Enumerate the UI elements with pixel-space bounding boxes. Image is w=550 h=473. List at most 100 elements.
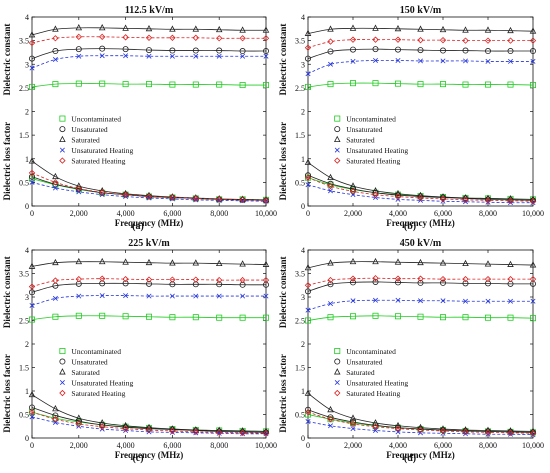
data-point: [52, 412, 59, 419]
x-tick-label: 4,000: [117, 441, 135, 450]
data-point: [28, 83, 35, 90]
data-point: [304, 288, 311, 295]
data-point: [216, 196, 223, 203]
data-point: [394, 425, 402, 432]
y-tick-label: 2: [25, 340, 29, 349]
series-line-loss: [307, 411, 534, 434]
data-point: [169, 81, 176, 88]
data-point: [530, 315, 537, 322]
data-point: [262, 35, 270, 42]
data-point: [394, 80, 401, 87]
series-line-constant: [307, 315, 534, 321]
data-point: [417, 194, 424, 202]
data-point: [76, 293, 82, 299]
data-point: [327, 48, 334, 55]
data-point: [216, 47, 223, 54]
data-point: [529, 27, 537, 34]
data-point: [394, 193, 402, 200]
y-tick-label: 1.5: [295, 131, 305, 140]
legend-marker: [334, 115, 341, 122]
data-point: [76, 53, 82, 59]
data-point: [485, 298, 491, 304]
x-tick-label: 0: [306, 441, 310, 450]
data-point: [305, 419, 311, 425]
data-point: [373, 297, 378, 303]
series-line-constant: [31, 55, 266, 69]
chart-panel-4: 0 2,000 4,000 6,000 8,000 10,000 0 0.5 1 1.5 2 2.5 3…: [278, 238, 544, 464]
data-point: [529, 37, 537, 44]
data-point: [122, 34, 129, 41]
y-tick-label: 0.5: [19, 411, 29, 420]
data-point: [146, 293, 152, 299]
data-point: [145, 81, 152, 88]
data-point: [192, 259, 200, 266]
data-point: [239, 196, 246, 204]
data-point: [216, 81, 223, 88]
data-point: [394, 279, 401, 286]
data-point: [440, 298, 446, 304]
data-point: [304, 83, 311, 90]
x-axis-label: Frequency (MHz): [386, 218, 455, 228]
data-point: [28, 173, 35, 180]
data-point: [304, 55, 311, 62]
data-point: [145, 313, 152, 320]
y-tick-label: 3: [25, 293, 29, 302]
data-point: [75, 80, 82, 87]
data-point: [122, 313, 129, 320]
data-point: [216, 428, 223, 435]
series-line-constant: [31, 48, 267, 59]
data-point: [99, 293, 105, 299]
data-point: [304, 263, 312, 271]
data-point: [372, 80, 379, 87]
data-point: [52, 35, 59, 42]
y-tick-label: 0: [25, 434, 29, 443]
data-point: [75, 257, 83, 265]
panel-title: 112.5 kV/m: [125, 5, 174, 16]
data-point: [463, 298, 468, 304]
data-point: [262, 197, 270, 204]
x-tick-label: 10,000: [522, 441, 544, 450]
series-line-loss: [31, 181, 267, 202]
data-point: [99, 312, 106, 319]
data-point: [508, 58, 513, 64]
data-point: [28, 39, 36, 47]
data-point: [529, 430, 537, 437]
data-point: [462, 26, 469, 33]
data-point: [192, 195, 199, 202]
data-point: [463, 58, 468, 64]
series-line-constant: [307, 281, 534, 292]
data-point: [169, 293, 175, 299]
data-point: [215, 426, 223, 433]
data-point: [28, 157, 36, 164]
data-point: [327, 314, 334, 321]
data-point: [169, 314, 176, 321]
data-point: [507, 48, 514, 55]
series-line-constant: [307, 277, 533, 286]
data-point: [349, 46, 356, 53]
series-line-loss: [307, 174, 534, 201]
data-point: [262, 429, 269, 436]
x-tick-label: 4,000: [389, 209, 407, 218]
data-point: [349, 414, 357, 421]
data-point: [52, 258, 59, 266]
x-tick-label: 2,000: [70, 441, 88, 450]
data-point: [123, 293, 129, 299]
data-point: [52, 81, 59, 88]
legend-marker: [59, 368, 66, 375]
data-point: [327, 281, 334, 288]
data-point: [28, 408, 36, 416]
data-point: [327, 259, 334, 266]
data-point: [75, 185, 82, 192]
x-tick-label: 6,000: [434, 209, 452, 218]
data-point: [462, 275, 469, 283]
data-point: [327, 414, 334, 421]
x-tick-label: 10,000: [255, 441, 277, 450]
data-point: [484, 48, 491, 55]
data-point: [349, 188, 357, 195]
data-point: [372, 275, 379, 282]
data-point: [304, 389, 312, 396]
series-line-constant: [307, 299, 533, 311]
y-tick-label: 4: [301, 13, 305, 22]
data-point: [52, 419, 58, 425]
